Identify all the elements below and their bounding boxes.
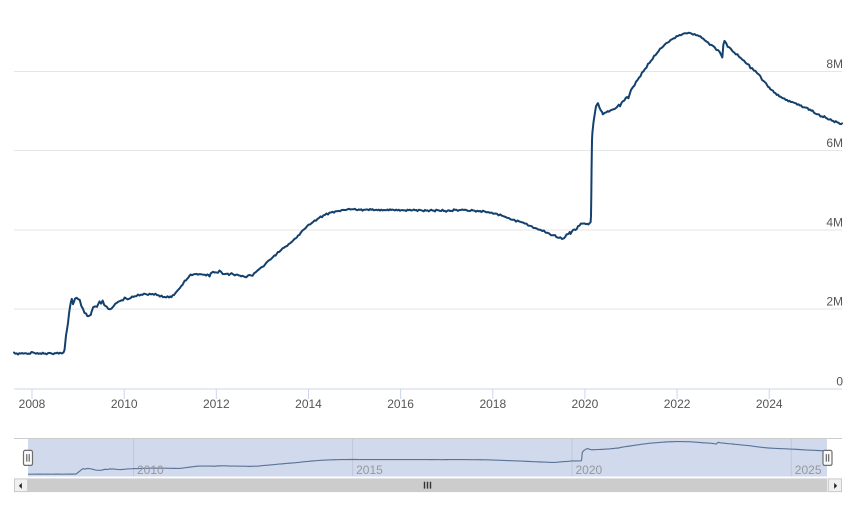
svg-text:2016: 2016 (387, 397, 414, 411)
svg-text:2M: 2M (826, 295, 843, 309)
svg-text:8M: 8M (826, 57, 843, 71)
svg-text:2024: 2024 (756, 397, 783, 411)
svg-text:2025: 2025 (795, 463, 822, 477)
svg-text:2008: 2008 (19, 397, 46, 411)
svg-text:6M: 6M (826, 136, 843, 150)
svg-text:2018: 2018 (479, 397, 506, 411)
svg-text:2020: 2020 (572, 397, 599, 411)
svg-text:2014: 2014 (295, 397, 322, 411)
svg-text:2020: 2020 (576, 463, 603, 477)
svg-text:4M: 4M (826, 216, 843, 230)
svg-text:2015: 2015 (356, 463, 383, 477)
svg-text:2012: 2012 (203, 397, 230, 411)
svg-text:0: 0 (836, 375, 843, 389)
svg-text:2022: 2022 (664, 397, 691, 411)
svg-text:2010: 2010 (111, 397, 138, 411)
svg-text:2010: 2010 (137, 463, 164, 477)
